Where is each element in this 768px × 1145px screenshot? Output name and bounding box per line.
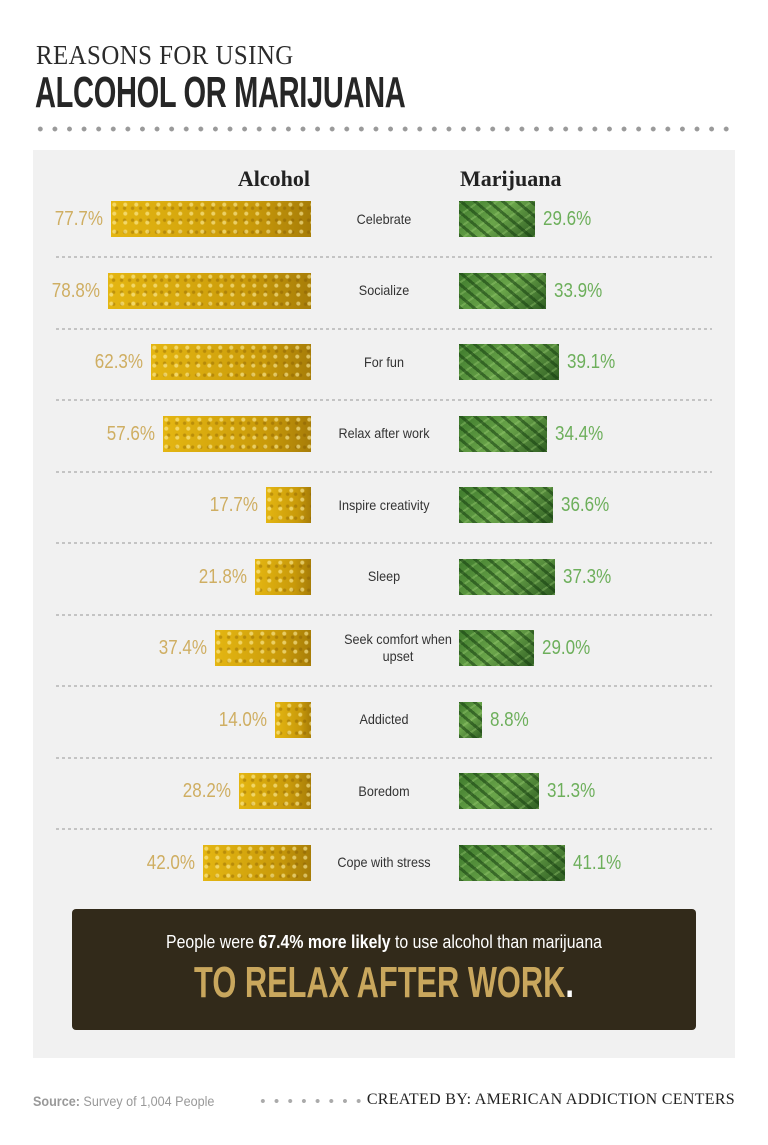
alcohol-value-label: 28.2% bbox=[182, 780, 231, 802]
category-label: Cope with stress bbox=[337, 854, 431, 870]
chart-row: 28.2% Boredom 31.3% bbox=[0, 773, 768, 809]
category-label: Celebrate bbox=[356, 210, 412, 227]
alcohol-bar bbox=[265, 487, 311, 523]
chart-row: 77.7% Celebrate 29.6% bbox=[0, 201, 768, 237]
marijuana-value-label: 41.1% bbox=[572, 851, 621, 874]
row-divider bbox=[56, 256, 712, 258]
marijuana-value-label: 36.6% bbox=[561, 494, 610, 516]
dotted-divider bbox=[33, 126, 735, 132]
legend-alcohol: Alcohol bbox=[237, 166, 310, 191]
alcohol-bar bbox=[238, 773, 311, 809]
source-note: Source: Survey of 1,004 People bbox=[33, 1093, 215, 1109]
alcohol-value-label: 37.4% bbox=[158, 637, 207, 659]
category-label: Seek comfort when upset bbox=[344, 631, 452, 664]
chart-row: 37.4% Seek comfort when upset 29.0% bbox=[0, 630, 768, 666]
alcohol-bar bbox=[111, 201, 311, 237]
row-divider bbox=[56, 327, 712, 330]
marijuana-value-label: 37.3% bbox=[562, 565, 612, 588]
marijuana-value-label: 29.0% bbox=[541, 637, 590, 659]
marijuana-bar bbox=[459, 558, 555, 595]
alcohol-value-label: 21.8% bbox=[198, 565, 247, 588]
marijuana-value-label: 33.9% bbox=[554, 279, 603, 302]
alcohol-value-label: 62.3% bbox=[94, 351, 143, 373]
marijuana-bar bbox=[459, 487, 554, 523]
marijuana-bar bbox=[459, 844, 565, 881]
marijuana-value-label: 29.6% bbox=[543, 208, 592, 230]
footer-dots bbox=[256, 1098, 366, 1104]
alcohol-bar bbox=[254, 558, 311, 595]
marijuana-bar bbox=[459, 630, 534, 666]
page-title: ALCOHOL OR MARIJUANA bbox=[35, 68, 406, 117]
category-label: Boredom bbox=[358, 782, 410, 799]
callout-headline: TO RELAX AFTER WORK. bbox=[194, 958, 574, 1007]
alcohol-value-label: 14.0% bbox=[218, 708, 268, 731]
chart-row: 21.8% Sleep 37.3% bbox=[0, 558, 768, 595]
credit: CREATED BY: AMERICAN ADDICTION CENTERS bbox=[366, 1091, 735, 1108]
alcohol-bar bbox=[275, 701, 311, 738]
row-divider bbox=[56, 470, 712, 473]
alcohol-bar bbox=[150, 344, 311, 380]
marijuana-bar bbox=[459, 415, 548, 452]
alcohol-bar bbox=[108, 272, 311, 309]
alcohol-value-label: 78.8% bbox=[52, 279, 101, 302]
marijuana-bar bbox=[459, 701, 482, 738]
category-label: Socialize bbox=[358, 282, 410, 298]
alcohol-bar bbox=[214, 630, 311, 666]
alcohol-bar bbox=[162, 415, 311, 452]
alcohol-value-label: 17.7% bbox=[209, 494, 258, 516]
row-divider bbox=[56, 399, 712, 401]
category-label: For fun bbox=[364, 353, 404, 370]
chart-row: 42.0% Cope with stress 41.1% bbox=[0, 844, 768, 881]
row-divider bbox=[56, 542, 712, 544]
category-label: Addicted bbox=[359, 711, 409, 727]
row-divider bbox=[56, 685, 712, 687]
legend-marijuana: Marijuana bbox=[460, 166, 562, 191]
alcohol-value-label: 57.6% bbox=[106, 422, 155, 445]
chart-row: 62.3% For fun 39.1% bbox=[0, 344, 768, 380]
category-label: Relax after work bbox=[338, 425, 430, 441]
chart-row: 17.7% Inspire creativity 36.6% bbox=[0, 487, 768, 523]
marijuana-bar bbox=[459, 344, 560, 380]
row-divider bbox=[56, 828, 712, 830]
callout-text: People were 67.4% more likely to use alc… bbox=[166, 932, 602, 952]
callout-box: People were 67.4% more likely to use alc… bbox=[72, 909, 696, 1030]
marijuana-bar bbox=[459, 201, 536, 237]
chart-row: 57.6% Relax after work 34.4% bbox=[0, 415, 768, 452]
marijuana-value-label: 34.4% bbox=[555, 422, 604, 445]
category-label: Sleep bbox=[367, 568, 401, 584]
marijuana-bar bbox=[459, 773, 540, 809]
alcohol-value-label: 42.0% bbox=[146, 851, 196, 874]
marijuana-value-label: 8.8% bbox=[489, 708, 529, 731]
marijuana-value-label: 31.3% bbox=[547, 780, 596, 802]
chart-row: 78.8% Socialize 33.9% bbox=[0, 272, 768, 309]
row-divider bbox=[56, 756, 712, 759]
title-kicker: REASONS FOR USING bbox=[36, 40, 294, 70]
alcohol-value-label: 77.7% bbox=[55, 208, 104, 230]
row-divider bbox=[56, 613, 712, 616]
category-label: Inspire creativity bbox=[338, 496, 430, 513]
alcohol-bar bbox=[203, 844, 311, 881]
chart-row: 14.0% Addicted 8.8% bbox=[0, 701, 768, 738]
marijuana-value-label: 39.1% bbox=[567, 351, 616, 373]
marijuana-bar bbox=[459, 272, 547, 309]
